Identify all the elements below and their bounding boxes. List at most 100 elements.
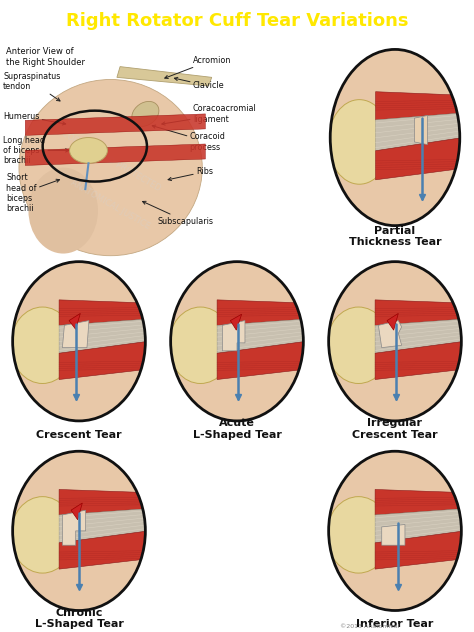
Point [458,332,464,339]
Text: Anterior View of
the Right Shoulder: Anterior View of the Right Shoulder [6,47,85,66]
Point [56,532,62,539]
Text: Subscapularis: Subscapularis [143,202,214,226]
Text: Partial
Thickness Tear: Partial Thickness Tear [349,226,441,247]
Point [214,307,220,315]
Circle shape [70,138,108,163]
Point [458,308,464,315]
Line: 2 pts: 2 pts [59,499,146,501]
Line: 2 pts: 2 pts [375,528,461,540]
Point [458,507,464,514]
Circle shape [328,262,461,421]
Point [143,321,148,329]
Line: 2 pts: 2 pts [375,555,461,556]
Text: Coracoacromial
ligament: Coracoacromial ligament [162,104,256,125]
Line: 2 pts: 2 pts [217,321,303,328]
Polygon shape [387,313,398,330]
Point [56,365,62,372]
Circle shape [169,307,232,384]
Text: Long head
of biceps
brachii: Long head of biceps brachii [3,135,69,166]
Polygon shape [25,114,205,135]
Point [372,329,378,336]
Line: 2 pts: 2 pts [59,505,146,506]
Point [372,499,378,506]
Polygon shape [375,113,463,151]
Point [301,362,306,369]
Point [458,499,464,507]
Point [458,304,464,312]
Line: 2 pts: 2 pts [375,363,461,365]
Point [458,363,464,371]
Point [373,144,378,152]
Line: 2 pts: 2 pts [375,135,460,148]
Line: 2 pts: 2 pts [59,329,146,337]
Point [458,521,464,529]
Line: 2 pts: 2 pts [59,528,146,540]
Point [56,342,62,349]
Point [373,124,378,131]
Line: 2 pts: 2 pts [375,525,461,535]
Point [457,119,463,127]
Polygon shape [414,116,428,145]
Point [373,106,378,114]
Point [457,164,463,172]
Line: 2 pts: 2 pts [375,552,461,554]
Point [372,536,378,544]
Line: 2 pts: 2 pts [375,497,461,499]
Line: 2 pts: 2 pts [59,514,146,522]
Point [372,313,378,320]
Line: 2 pts: 2 pts [59,332,146,341]
Text: Right Rotator Cuff Tear Variations: Right Rotator Cuff Tear Variations [66,11,408,30]
Line: 2 pts: 2 pts [375,329,461,337]
Circle shape [13,451,146,611]
Point [143,317,148,325]
Point [373,104,378,112]
Text: Humerus: Humerus [3,111,66,125]
Polygon shape [59,489,149,515]
Line: 2 pts: 2 pts [59,497,146,499]
Point [458,328,464,336]
Point [458,511,464,518]
Line: 2 pts: 2 pts [217,312,303,313]
Point [372,502,378,510]
Point [214,333,220,341]
Circle shape [327,307,391,384]
Line: 2 pts: 2 pts [59,363,146,365]
Point [143,551,148,559]
Line: 2 pts: 2 pts [375,308,461,309]
Point [56,536,62,544]
Point [458,501,464,509]
Polygon shape [59,509,149,543]
Point [56,554,62,562]
Point [214,342,220,349]
Point [214,358,220,366]
Point [56,552,62,560]
Point [143,362,148,369]
Point [373,166,378,173]
Text: Ribs: Ribs [168,167,213,181]
Circle shape [328,100,391,184]
Ellipse shape [132,101,159,126]
Point [214,346,220,354]
Polygon shape [63,510,86,545]
Line: 2 pts: 2 pts [59,552,146,554]
Point [372,367,378,374]
Line: 2 pts: 2 pts [375,325,461,332]
Point [372,497,378,504]
Line: 2 pts: 2 pts [59,369,146,370]
Polygon shape [375,531,465,569]
Polygon shape [63,320,89,348]
Line: 2 pts: 2 pts [375,550,461,552]
Point [458,362,464,369]
Point [56,363,62,370]
Point [458,306,464,313]
Point [143,325,148,332]
Point [56,502,62,510]
Point [457,116,463,123]
Point [458,335,464,343]
Point [143,547,148,554]
Line: 2 pts: 2 pts [59,308,146,309]
Point [56,324,62,332]
Point [458,357,464,365]
Point [458,518,464,525]
Point [457,96,463,104]
